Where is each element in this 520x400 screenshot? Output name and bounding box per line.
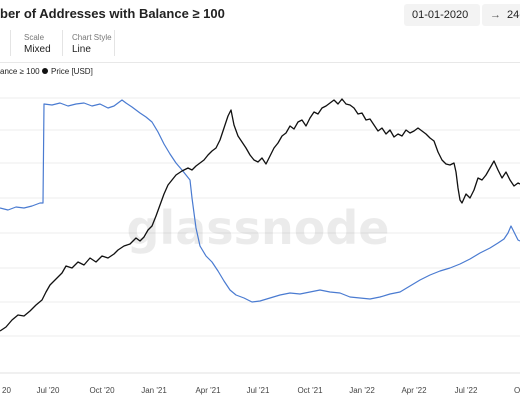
arrow-right-icon: → xyxy=(490,9,501,21)
x-tick-label: Oct '20 xyxy=(89,386,115,395)
x-tick: Jan '21 xyxy=(141,386,167,395)
x-axis: 20 Jul '20 Oct '20 Jan '21 Apr '21 Jul '21 Oct… xyxy=(0,372,520,395)
date-end-input[interactable]: → 24-1 xyxy=(482,4,520,26)
control-separator xyxy=(10,30,11,56)
dot-icon xyxy=(42,68,48,74)
x-tick: Apr '21 xyxy=(195,386,221,395)
chart-title: ber of Addresses with Balance ≥ 100 xyxy=(0,6,225,21)
grid-lines xyxy=(0,97,520,337)
series-layer xyxy=(0,98,520,332)
legend-item-addresses[interactable]: ance ≥ 100 xyxy=(0,67,40,76)
legend-label-addresses: ance ≥ 100 xyxy=(0,67,40,76)
x-tick: 20 xyxy=(2,386,11,395)
x-tick-label: Jan '21 xyxy=(141,386,167,395)
x-tick-label: Jan '22 xyxy=(349,386,375,395)
x-tick: Oc xyxy=(514,386,520,395)
control-separator xyxy=(62,30,63,56)
date-start-input[interactable]: 01-01-2020 xyxy=(404,4,480,26)
x-tick-label: Jul '21 xyxy=(247,386,270,395)
date-end-value: 24-1 xyxy=(507,9,520,21)
x-tick: Jul '20 xyxy=(37,386,60,395)
chart-style-value: Line xyxy=(72,44,91,55)
x-tick: Apr '22 xyxy=(401,386,427,395)
x-tick-label: Apr '22 xyxy=(401,386,427,395)
x-tick-label: Jul '20 xyxy=(37,386,60,395)
series-line-price xyxy=(0,98,520,332)
header-divider xyxy=(0,62,520,63)
legend-label-price: Price [USD] xyxy=(51,67,93,76)
x-tick-label: Oc xyxy=(514,386,520,395)
scale-selector[interactable]: Scale Mixed xyxy=(24,33,51,55)
series-line-addresses xyxy=(0,99,520,303)
x-tick-label: Apr '21 xyxy=(195,386,221,395)
scale-value: Mixed xyxy=(24,44,51,55)
x-tick: Jan '22 xyxy=(349,386,375,395)
chart-style-selector[interactable]: Chart Style Line xyxy=(72,33,112,55)
x-tick-label: Oct '21 xyxy=(297,386,323,395)
chart-area[interactable]: glassnode 20 Jul '20 Oct '20 Jan '21 Apr '21… xyxy=(0,80,520,400)
watermark: glassnode xyxy=(127,201,390,255)
date-start-value: 01-01-2020 xyxy=(412,9,469,21)
scale-label: Scale xyxy=(24,33,45,42)
x-tick: Jul '21 xyxy=(247,386,270,395)
control-separator xyxy=(114,30,115,56)
chart-style-label: Chart Style xyxy=(72,33,112,42)
x-tick: Oct '21 xyxy=(297,386,323,395)
x-tick-label: Jul '22 xyxy=(455,386,478,395)
x-tick: Jul '22 xyxy=(455,386,478,395)
legend-item-price[interactable]: Price [USD] xyxy=(42,67,93,76)
x-tick-label: 20 xyxy=(2,386,11,395)
x-tick: Oct '20 xyxy=(89,386,115,395)
